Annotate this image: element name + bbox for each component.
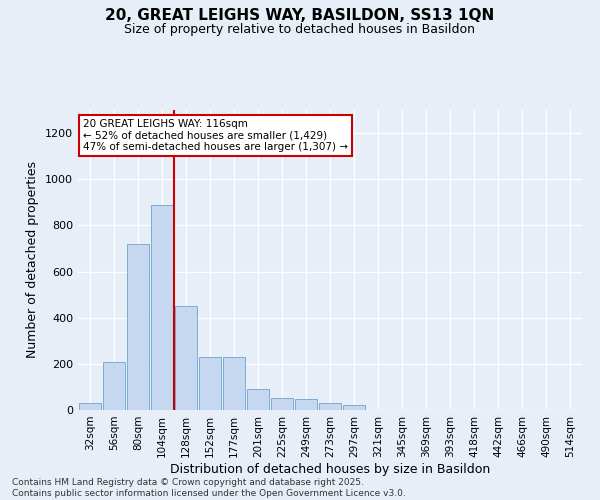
- Text: Contains HM Land Registry data © Crown copyright and database right 2025.
Contai: Contains HM Land Registry data © Crown c…: [12, 478, 406, 498]
- Text: Size of property relative to detached houses in Basildon: Size of property relative to detached ho…: [125, 22, 476, 36]
- Bar: [295, 399, 317, 410]
- Bar: [223, 357, 245, 410]
- Bar: [271, 398, 293, 410]
- Bar: [247, 389, 269, 410]
- Bar: [175, 306, 197, 410]
- Text: 20, GREAT LEIGHS WAY, BASILDON, SS13 1QN: 20, GREAT LEIGHS WAY, BASILDON, SS13 1QN: [106, 8, 494, 22]
- Bar: [343, 406, 365, 410]
- Bar: [199, 357, 221, 410]
- Bar: [127, 244, 149, 410]
- Y-axis label: Number of detached properties: Number of detached properties: [26, 162, 40, 358]
- Text: 20 GREAT LEIGHS WAY: 116sqm
← 52% of detached houses are smaller (1,429)
47% of : 20 GREAT LEIGHS WAY: 116sqm ← 52% of det…: [83, 119, 348, 152]
- Bar: [103, 362, 125, 410]
- Bar: [319, 403, 341, 410]
- Bar: [79, 403, 101, 410]
- Bar: [151, 204, 173, 410]
- X-axis label: Distribution of detached houses by size in Basildon: Distribution of detached houses by size …: [170, 462, 490, 475]
